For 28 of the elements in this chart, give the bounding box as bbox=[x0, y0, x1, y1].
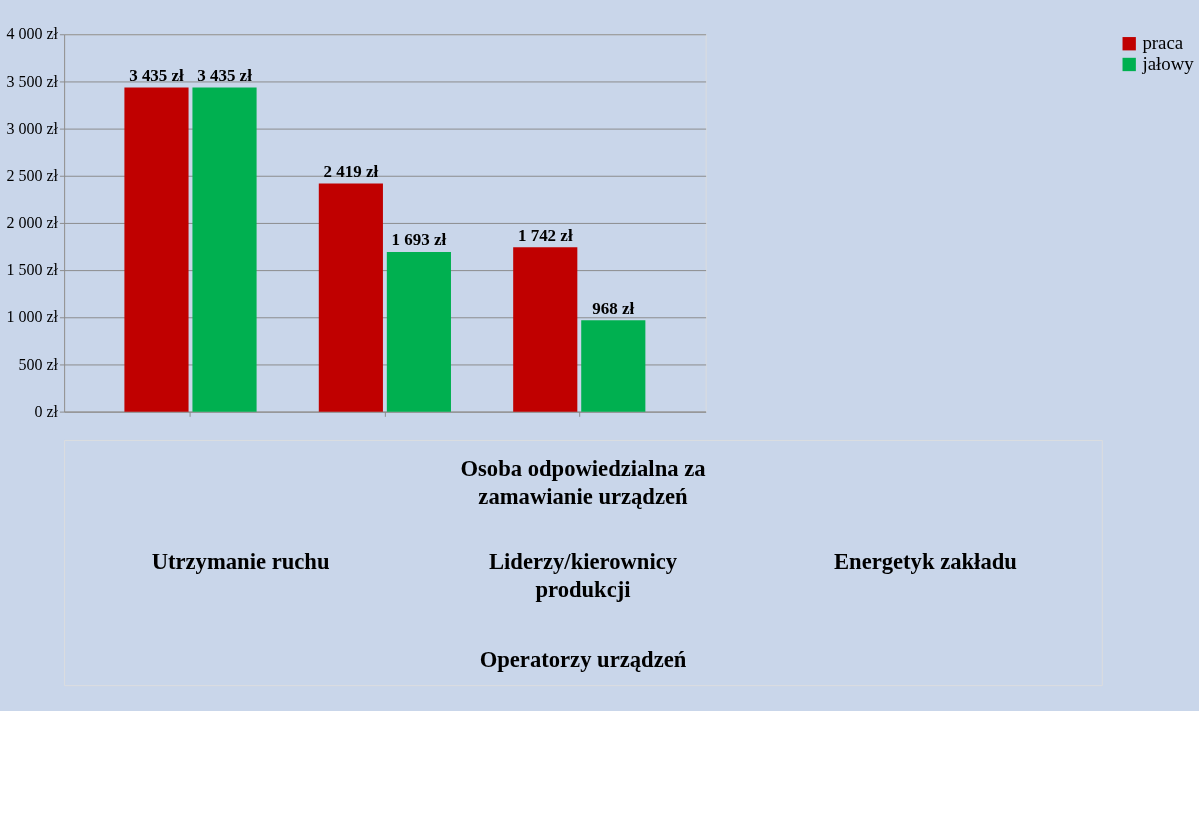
text: Operatorzy urządzeń bbox=[479, 647, 687, 673]
legend-label: jałowy bbox=[1141, 53, 1195, 75]
bar bbox=[581, 320, 646, 412]
text: Energetyk zakładu bbox=[833, 549, 1017, 575]
text: Utrzymanie ruchu bbox=[151, 549, 330, 575]
bar bbox=[318, 183, 383, 412]
text: Osoba odpowiedzialna za zamawianie urządzeń bbox=[460, 455, 706, 510]
y-tick-label: 3 500 zł bbox=[6, 72, 59, 90]
data-label: 3 435 zł bbox=[129, 65, 185, 85]
data-label: 1 693 zł bbox=[391, 230, 447, 250]
y-tick-label: 2 000 zł bbox=[6, 214, 59, 232]
data-label: 968 zł bbox=[592, 298, 635, 318]
legend-label: praca bbox=[1142, 32, 1184, 54]
data-label: 2 419 zł bbox=[323, 161, 379, 181]
y-tick-label: 1 000 zł bbox=[6, 308, 59, 326]
bar bbox=[386, 251, 451, 412]
y-tick-label: 1 500 zł bbox=[6, 261, 59, 279]
bar bbox=[124, 87, 189, 412]
y-tick-label: 3 000 zł bbox=[6, 119, 59, 137]
y-tick-label: 0 zł bbox=[34, 402, 59, 420]
bar bbox=[513, 247, 578, 412]
y-tick-label: 4 000 zł bbox=[6, 25, 59, 43]
data-label: 1 742 zł bbox=[517, 225, 573, 245]
y-tick-label: 2 500 zł bbox=[6, 166, 59, 184]
bar bbox=[192, 87, 257, 412]
text: Liderzy/kierownicy produkcji bbox=[488, 549, 678, 603]
data-label: 3 435 zł bbox=[197, 65, 253, 85]
y-tick-label: 500 zł bbox=[18, 355, 59, 373]
